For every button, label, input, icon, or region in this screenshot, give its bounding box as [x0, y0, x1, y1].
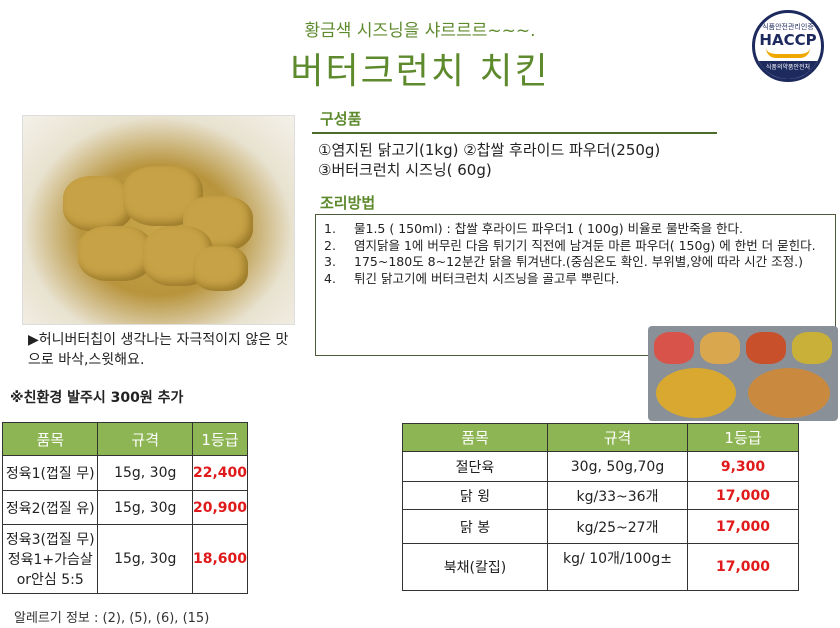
- table-row: 절단육 30g, 50g,70g 9,300: [402, 451, 799, 482]
- col-header: 1등급: [687, 423, 799, 452]
- step-number: 4.: [324, 270, 336, 286]
- method-step: 1. 물1.5 ( 150ml) : 찹쌀 후라이드 파우더1 ( 100g) 비…: [324, 221, 827, 238]
- method-heading: 조리방법: [320, 194, 376, 212]
- price: 17,000: [687, 509, 799, 544]
- components-line-1: ①염지된 닭고기(1kg) ②찹쌀 후라이드 파우더(250g): [318, 141, 661, 159]
- spec: kg/ 10개/100g±: [547, 543, 688, 591]
- method-step: 4. 튀긴 닭고기에 버터크런치 시즈닝을 골고루 뿌린다.: [324, 271, 827, 288]
- logo-main-text: HACCP: [759, 31, 817, 49]
- price-table-2: 품목 규격 1등급 절단육 30g, 50g,70g 9,300 닭 윙 kg/33~36…: [402, 423, 799, 591]
- col-header: 품목: [402, 423, 548, 452]
- logo-top-text: 식품안전관리인증: [762, 23, 814, 31]
- haccp-logo: 식품안전관리인증 HACCP 식품의약품안전처: [752, 10, 824, 82]
- page-title: 버터크런치 치킨: [290, 51, 550, 92]
- price: 22,400: [191, 455, 249, 491]
- spec: 30g, 50g,70g: [547, 451, 688, 482]
- method-step: 2. 염지닭을 1에 버무린 다음 튀기기 직전에 남겨둔 마른 파우더( 150…: [324, 238, 827, 255]
- step-number: 2.: [324, 237, 336, 253]
- eco-note: ※친환경 발주시 300원 추가: [10, 390, 184, 406]
- item: 절단육: [402, 451, 548, 482]
- method-box: 1. 물1.5 ( 150ml) : 찹쌀 후라이드 파우더1 ( 100g) 비…: [315, 214, 836, 356]
- table-row: 북채(칼집) kg/ 10개/100g± 17,000: [402, 543, 799, 591]
- step-text: 튀긴 닭고기에 버터크런치 시즈닝을 골고루 뿌린다.: [354, 270, 620, 286]
- spec: 15g, 30g: [97, 490, 193, 525]
- price: 18,600: [191, 524, 249, 594]
- spec: kg/33~36개: [547, 481, 688, 510]
- allergy-info: 알레르기 정보 : (2), (5), (6), (15): [14, 611, 210, 626]
- item: 닭 윙: [402, 481, 548, 510]
- item: 닭 봉: [402, 509, 548, 544]
- subtitle: 황금색 시즈닝을 샤르르르~~~.: [304, 21, 536, 41]
- method-step: 3. 175~180도 8~12분간 닭을 튀겨낸다.(중심온도 확인. 부위별,…: [324, 254, 827, 271]
- divider: [312, 132, 717, 134]
- table-row: 정육3(껍질 무)정육1+가슴살or안심 5:5 15g, 30g 18,600: [1, 524, 249, 594]
- logo-bottom-text: 식품의약품안전처: [755, 61, 821, 79]
- col-header: 규격: [547, 423, 688, 452]
- step-number: 1.: [324, 221, 336, 236]
- item: 정육2(껍질 유): [1, 490, 99, 525]
- price-table-1: 품목 규격 1등급 정육1(껍질 무) 15g, 30g 22,400 정육2(껍질 유…: [1, 422, 249, 594]
- spec: kg/25~27개: [547, 509, 688, 544]
- price: 17,000: [687, 543, 799, 591]
- spec: 15g, 30g: [97, 524, 193, 594]
- chicken-photo: [22, 115, 295, 325]
- spec: 15g, 30g: [97, 455, 193, 491]
- price: 9,300: [687, 451, 799, 482]
- components-heading: 구성품: [320, 110, 362, 128]
- step-text: 염지닭을 1에 버무린 다음 튀기기 직전에 남겨둔 마른 파우더( 150g)…: [354, 237, 816, 253]
- logo-smile-icon: [766, 48, 810, 58]
- table-row: 닭 봉 kg/25~27개 17,000: [402, 509, 799, 544]
- table-row: 정육2(껍질 유) 15g, 30g 20,900: [1, 490, 249, 525]
- table-row: 닭 윙 kg/33~36개 17,000: [402, 481, 799, 510]
- col-header: 규격: [97, 422, 193, 456]
- price: 17,000: [687, 481, 799, 510]
- item: 정육1(껍질 무): [1, 455, 99, 491]
- components-line-2: ③버터크런치 시즈닝( 60g): [318, 161, 492, 179]
- caption: ▶허니버터칩이 생각나는 자극적이지 않은 맛으로 바삭,스윗해요.: [28, 332, 289, 368]
- item: 북채(칼집): [402, 543, 548, 591]
- price: 20,900: [191, 490, 249, 525]
- step-text: 175~180도 8~12분간 닭을 튀겨낸다.(중심온도 확인. 부위별,양에…: [354, 254, 803, 269]
- item: 정육3(껍질 무)정육1+가슴살or안심 5:5: [1, 524, 99, 594]
- table-row: 정육1(껍질 무) 15g, 30g 22,400: [1, 455, 249, 491]
- meal-tray-photo: [648, 326, 838, 421]
- col-header: 1등급: [191, 422, 249, 456]
- step-text: 물1.5 ( 150ml) : 찹쌀 후라이드 파우더1 ( 100g) 비율로…: [354, 221, 744, 236]
- step-number: 3.: [324, 254, 336, 269]
- col-header: 품목: [1, 422, 99, 456]
